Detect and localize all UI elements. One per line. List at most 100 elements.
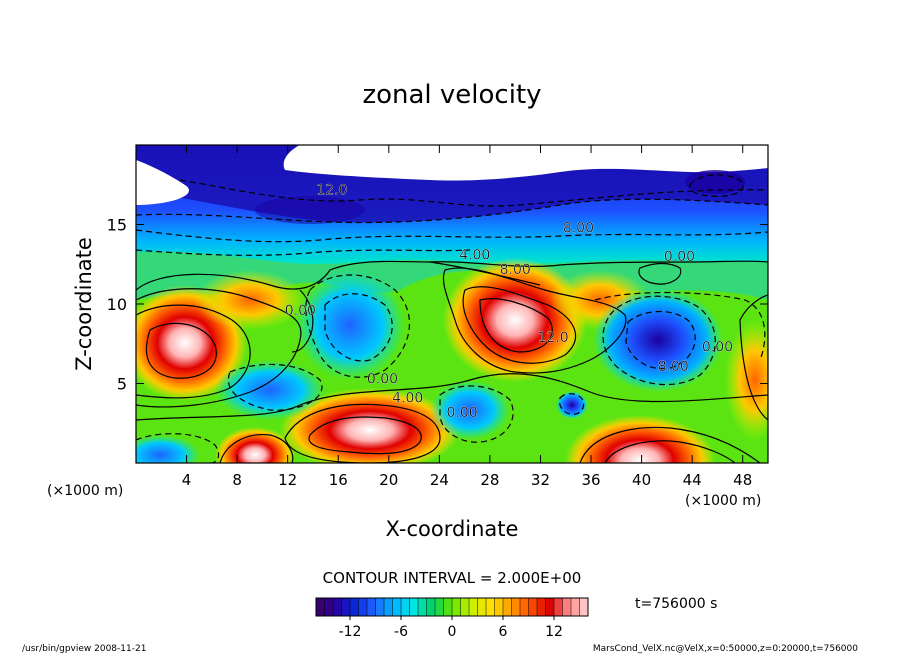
contour-dashed <box>136 433 220 463</box>
contour-label: 12.0 <box>316 182 347 198</box>
field-warm-bottom-mid <box>280 388 460 463</box>
y-tick-label: 10 <box>107 295 127 314</box>
contour-solid <box>479 298 553 353</box>
colorbar-cell <box>367 598 376 616</box>
contour-lines <box>136 174 768 463</box>
colorbar-cell <box>460 598 470 616</box>
x-unit-right: (×1000 m) <box>685 493 761 509</box>
field-warm-left-upper <box>195 270 305 330</box>
contour-solid <box>579 426 761 463</box>
contour-labels: 12.0 8.00 4.00 8.00 0.00 0.00 12.0 8.00 0.00 0.00… <box>285 182 734 421</box>
colorbar-cell <box>503 598 512 616</box>
contour-label: 0.00 <box>367 372 398 388</box>
contour-label: 0.00 <box>664 249 695 265</box>
colorbar-cell <box>554 598 563 616</box>
y-axis-label: Z-coordinate <box>72 237 96 371</box>
colorbar-cell <box>494 598 504 616</box>
contour-dashed <box>689 174 744 197</box>
colorbar-cell <box>469 598 478 616</box>
field-cold-right <box>593 288 723 392</box>
colorbar-cell <box>486 598 495 616</box>
time-label: t=756000 s <box>635 596 717 612</box>
colorbar-tick-label: 6 <box>499 624 508 640</box>
contour-dashed <box>324 293 393 362</box>
y-tick-label: 5 <box>117 375 127 394</box>
field-warm-far-right <box>725 320 768 440</box>
x-tick-label: 12 <box>278 471 297 489</box>
colorbar-ticks: -12 -6 0 6 12 <box>339 616 563 640</box>
contour-label: 12.0 <box>538 330 569 346</box>
contour-solid <box>442 267 627 374</box>
colorbar-tick-label: 0 <box>448 624 457 640</box>
colorbar <box>315 597 589 617</box>
colorbar-cell <box>409 598 419 616</box>
colorbar-cell <box>384 598 393 616</box>
field-cold-top-mid <box>255 196 365 224</box>
contour-label: 4.00 <box>392 391 423 407</box>
contour-solid <box>219 433 294 463</box>
x-tick-label: 40 <box>632 471 651 489</box>
contour-label: 0.00 <box>447 405 478 421</box>
contour-dashed <box>179 179 768 207</box>
field-warm-center <box>443 258 587 382</box>
colorbar-cell <box>418 598 427 616</box>
contour-dashed <box>305 274 410 378</box>
contour-dashed <box>602 295 716 386</box>
field-cool-bottom-left <box>136 435 200 463</box>
contour-dashed <box>439 385 514 443</box>
field-cold-top-right <box>685 170 745 194</box>
colorbar-tick-label: -6 <box>394 624 408 640</box>
colorbar-cell <box>452 598 461 616</box>
field-warm-bottom-right <box>565 415 715 463</box>
contour-solid <box>291 289 314 353</box>
colorbar-cell <box>324 598 334 616</box>
x-tick-label: 32 <box>531 471 550 489</box>
contour-solid <box>136 288 302 408</box>
footer-left: /usr/bin/gpview 2008-11-21 <box>22 644 146 654</box>
colorbar-cell <box>341 598 351 616</box>
x-tick-label: 44 <box>683 471 702 489</box>
colorbar-cell <box>443 598 453 616</box>
field-cold-left <box>295 270 405 380</box>
y-tick-label: 15 <box>107 216 127 235</box>
x-tick-label: 24 <box>430 471 449 489</box>
x-tick-label: 28 <box>480 471 499 489</box>
colorbar-tick-label: 12 <box>545 624 563 640</box>
x-tick-label: 4 <box>182 471 192 489</box>
field-cold-small <box>556 391 588 419</box>
colorbar-cell <box>477 598 487 616</box>
x-axis: 4 8 12 16 20 24 28 32 36 40 44 48 <box>182 145 752 489</box>
contour-solid <box>604 440 736 463</box>
contour-solid <box>462 286 577 364</box>
contour-solid <box>429 261 541 286</box>
field-white-top <box>283 145 768 181</box>
colorbar-cell <box>571 598 580 616</box>
contour-label: 4.00 <box>459 247 490 263</box>
contour-label: 8.00 <box>563 220 594 236</box>
colorbar-cell <box>562 598 572 616</box>
contour-label: 0.00 <box>285 303 316 319</box>
colorbar-tick-label: -12 <box>339 624 362 640</box>
field-cool-lower-mid <box>430 380 510 440</box>
colorbar-cell <box>333 598 342 616</box>
plot-area: 12.0 8.00 4.00 8.00 0.00 0.00 12.0 8.00 0.00 0.00… <box>136 145 768 463</box>
contour-solid <box>284 403 441 463</box>
x-tick-label: 16 <box>329 471 348 489</box>
colorbar-cell <box>579 598 589 616</box>
contour-solid <box>308 416 422 455</box>
x-unit-left: (×1000 m) <box>47 483 123 499</box>
colorbar-cell <box>375 598 385 616</box>
x-axis-label: X-coordinate <box>386 517 519 541</box>
x-tick-label: 36 <box>581 471 600 489</box>
contour-label: 8.00 <box>658 359 689 375</box>
contour-dashed <box>136 249 471 256</box>
colorbar-cell <box>545 598 555 616</box>
contour-solid <box>136 373 768 421</box>
colorbar-cell <box>401 598 410 616</box>
contour-solid <box>136 304 251 399</box>
colorbar-cell <box>520 598 529 616</box>
colorbar-cell <box>358 598 368 616</box>
field-white-top-left <box>136 160 189 205</box>
contour-solid <box>145 322 217 379</box>
